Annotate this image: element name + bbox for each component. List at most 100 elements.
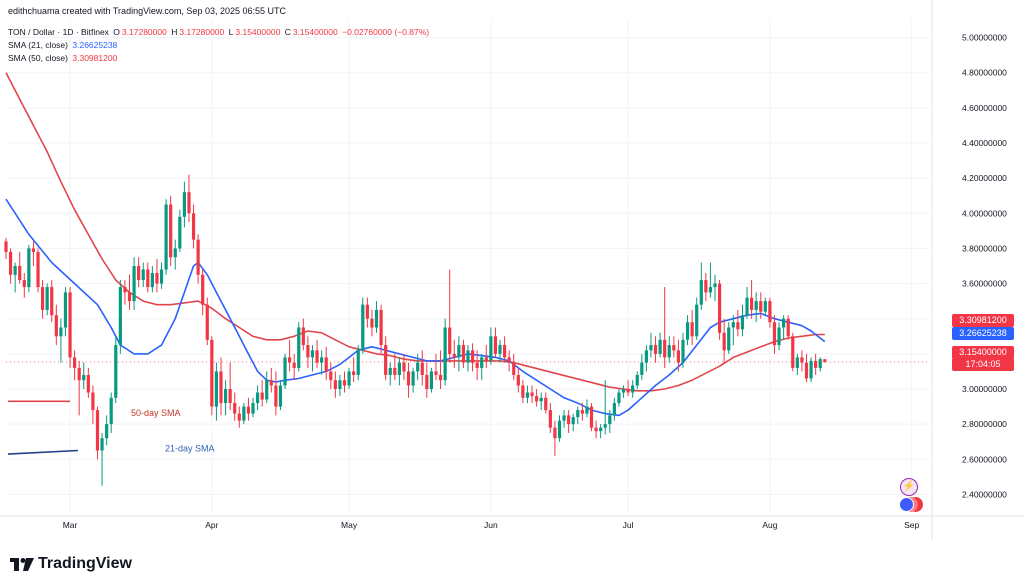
- candle-body: [786, 318, 790, 337]
- candle: [461, 339, 466, 368]
- candle-body: [210, 339, 214, 407]
- sma21-annotation-line: [7, 449, 79, 455]
- candle-body: [384, 345, 388, 375]
- candle-body: [196, 239, 200, 275]
- time-tick-label: May: [341, 520, 358, 530]
- candle-body: [461, 345, 466, 363]
- candle-body: [361, 304, 365, 351]
- candle-body: [539, 397, 543, 402]
- candle: [814, 353, 818, 375]
- sma50-legend[interactable]: SMA (50, close) 3.30981200: [8, 53, 119, 63]
- candle: [470, 343, 475, 372]
- candle: [763, 297, 767, 316]
- candle: [493, 327, 498, 358]
- price-axis: 5.00000000 4.80000000 4.60000000 4.40000000…: [931, 0, 1007, 540]
- candle: [525, 385, 530, 404]
- candle-body: [59, 327, 63, 337]
- candle: [132, 257, 136, 310]
- candle-body: [365, 304, 369, 319]
- sma21-value: 3.26625238: [72, 40, 118, 50]
- time-tick-label: Apr: [205, 520, 218, 530]
- candle: [512, 353, 516, 381]
- candle: [237, 406, 241, 428]
- candle-body: [768, 301, 772, 323]
- candle-body: [667, 345, 671, 358]
- time-tick-label: Aug: [762, 520, 777, 530]
- sma21-legend[interactable]: SMA (21, close) 3.26625238: [8, 40, 119, 50]
- candle: [489, 327, 493, 365]
- candle: [484, 345, 488, 368]
- candle-body: [388, 367, 392, 375]
- candle: [429, 367, 434, 393]
- candle: [141, 262, 145, 288]
- candle: [278, 380, 283, 411]
- candle: [329, 362, 333, 389]
- candle-body: [457, 345, 461, 358]
- candle-body: [644, 350, 648, 363]
- candle: [13, 262, 17, 293]
- tradingview-logo-icon: [10, 557, 34, 571]
- candle: [223, 380, 228, 416]
- candle: [416, 353, 420, 381]
- candle-body: [137, 266, 141, 281]
- lightning-icon[interactable]: ⚡: [900, 478, 918, 496]
- candle: [205, 297, 209, 346]
- candle-body: [105, 424, 109, 439]
- candle: [173, 239, 177, 270]
- price-tick-label: 2.40000000: [962, 489, 1007, 499]
- candle-body: [242, 406, 246, 421]
- candle-body: [301, 327, 305, 346]
- candle: [754, 292, 758, 323]
- candle: [288, 339, 292, 372]
- candle-body: [470, 350, 475, 363]
- candle-body: [516, 374, 520, 386]
- candle: [626, 380, 630, 397]
- candle-body: [452, 353, 456, 358]
- time-tick-label: Jul: [623, 520, 634, 530]
- candle: [356, 345, 360, 381]
- candle: [159, 262, 164, 289]
- candle: [544, 392, 548, 414]
- candle: [100, 432, 104, 486]
- candle-body: [663, 339, 667, 358]
- candle: [333, 371, 337, 398]
- candle-body: [329, 371, 333, 381]
- symbol-title[interactable]: TON / Dollar · 1D · Bitfinex: [8, 27, 109, 37]
- candle: [521, 380, 525, 404]
- candle: [800, 350, 804, 372]
- candle: [717, 280, 722, 340]
- candle: [411, 367, 415, 393]
- candle-body: [608, 415, 612, 425]
- candle: [40, 280, 45, 319]
- candle-body: [676, 350, 681, 363]
- price-tick-label: 2.80000000: [962, 419, 1007, 429]
- candle-body: [493, 336, 498, 354]
- price-tick-label: 4.00000000: [962, 208, 1007, 218]
- candle: [548, 403, 552, 433]
- candle: [443, 318, 447, 386]
- candle: [594, 420, 598, 439]
- candle-body: [521, 385, 525, 398]
- candle: [91, 385, 95, 425]
- candle-body: [31, 248, 36, 252]
- candle: [699, 262, 703, 310]
- candle: [553, 420, 557, 456]
- candle-body: [782, 318, 786, 328]
- symbol-ohlc-row: TON / Dollar · 1D · Bitfinex O 3.17280000…: [8, 27, 431, 37]
- candle-body: [187, 192, 191, 214]
- candle-body: [50, 287, 54, 316]
- candle-body: [8, 251, 13, 275]
- flag-events-icon[interactable]: [899, 497, 925, 512]
- candle-body: [205, 304, 209, 340]
- candle-body: [804, 362, 809, 379]
- candle-body: [95, 410, 100, 451]
- tradingview-logo[interactable]: TradingView: [10, 555, 132, 573]
- annotations: 50-day SMA 21-day SMA: [7, 400, 215, 455]
- candle-body: [512, 362, 516, 375]
- candle-body: [763, 301, 767, 312]
- candle: [352, 357, 356, 382]
- candle-body: [269, 380, 273, 386]
- candle-body: [791, 336, 795, 368]
- sma50-series: [5, 72, 825, 392]
